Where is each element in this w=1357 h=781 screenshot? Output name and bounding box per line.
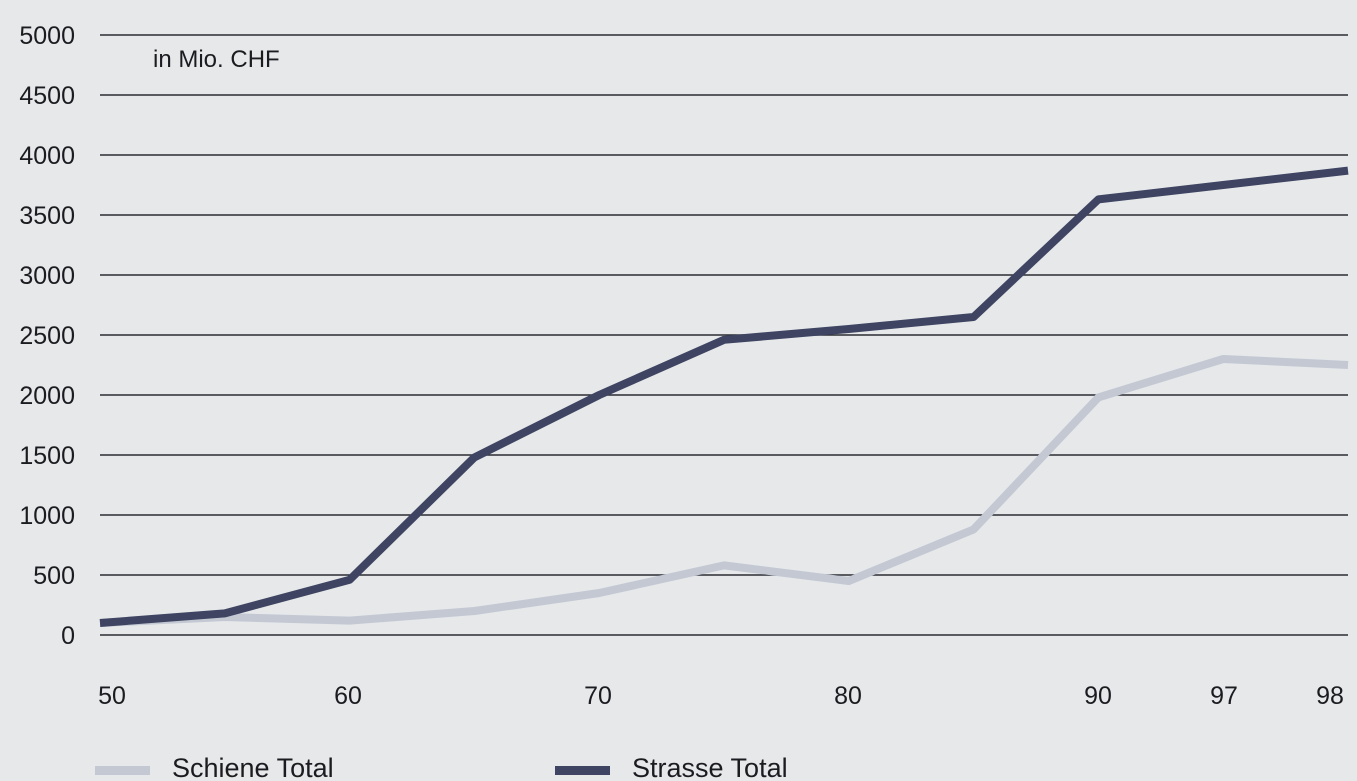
series-lines (99, 166, 1349, 627)
legend-swatch-strasse (555, 766, 610, 775)
y-tick-label: 2000 (19, 382, 75, 410)
gridlines (100, 34, 1348, 636)
y-tick-label: 500 (33, 562, 75, 590)
y-tick-label: 3500 (19, 202, 75, 230)
series-line-schiene (99, 355, 1349, 627)
y-tick-label: 1500 (19, 442, 75, 470)
x-axis-ticks: 50 60 70 80 90 97 98 (98, 682, 1344, 710)
y-tick-label: 4000 (19, 142, 75, 170)
y-tick-label: 2500 (19, 322, 75, 350)
y-tick-label: 0 (61, 622, 75, 650)
legend-label-schiene: Schiene Total (172, 753, 334, 781)
y-tick-label: 3000 (19, 262, 75, 290)
x-tick-label: 50 (98, 682, 126, 710)
legend-swatch-schiene (95, 766, 150, 775)
y-tick-label: 1000 (19, 502, 75, 530)
legend: Schiene Total Strasse Total (95, 753, 788, 781)
x-tick-label: 90 (1084, 682, 1112, 710)
series-line-strasse (99, 166, 1349, 627)
x-tick-label: 98 (1316, 682, 1344, 710)
x-tick-label: 70 (584, 682, 612, 710)
x-tick-label: 80 (834, 682, 862, 710)
x-tick-label: 97 (1210, 682, 1238, 710)
x-tick-label: 60 (334, 682, 362, 710)
legend-label-strasse: Strasse Total (632, 753, 788, 781)
y-tick-label: 5000 (19, 22, 75, 50)
unit-label: in Mio. CHF (153, 46, 280, 73)
y-tick-label: 4500 (19, 82, 75, 110)
